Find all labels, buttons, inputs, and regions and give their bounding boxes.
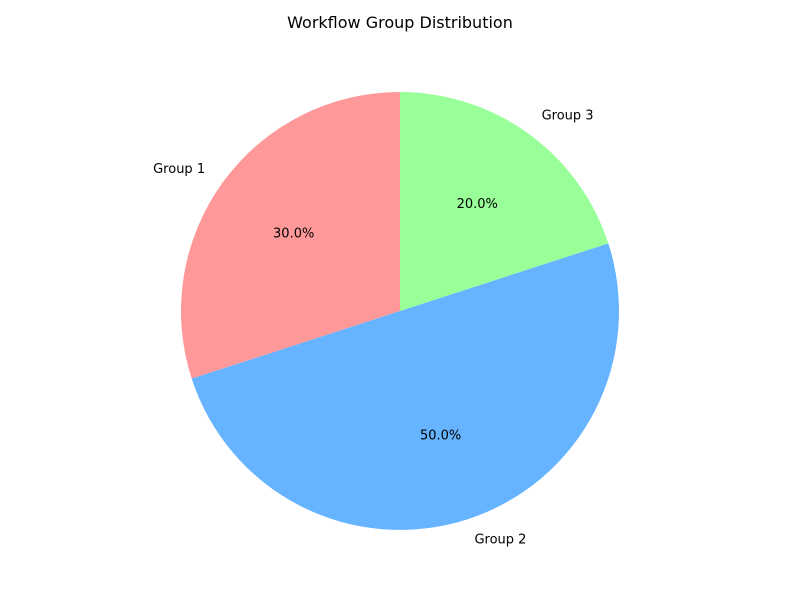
pie-slice-group-2: [191, 243, 619, 530]
category-label-group-3: Group 3: [542, 109, 594, 124]
category-label-group-2: Group 2: [474, 533, 526, 548]
pie-slice-group-3: [400, 92, 609, 311]
percent-label-group-2: 50.0%: [420, 428, 461, 443]
category-label-group-1: Group 1: [153, 162, 205, 177]
percent-label-group-3: 20.0%: [457, 197, 498, 212]
chart-title: Workflow Group Distribution: [287, 13, 513, 32]
percent-label-group-1: 30.0%: [273, 226, 314, 241]
pie-slice-group-1: [181, 92, 400, 379]
